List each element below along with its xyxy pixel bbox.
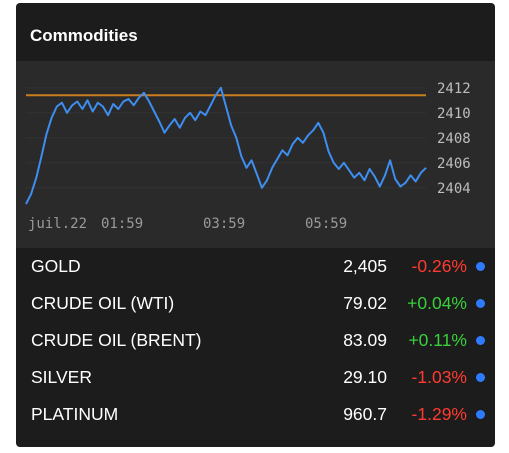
commodity-name: SILVER [31,367,92,387]
commodity-change: -0.26% [411,256,467,276]
commodity-row-crude-oil-brent[interactable]: CRUDE OIL (BRENT) 83.09 +0.11% [16,322,495,359]
x-tick-label: 03:59 [203,216,245,232]
commodity-change: -1.03% [411,367,467,387]
y-tick-label: 2412 [437,81,471,97]
commodity-row-gold[interactable]: GOLD 2,405 -0.26% [16,248,495,285]
y-tick-label: 2404 [437,181,471,197]
widget-title: Commodities [30,26,138,45]
status-dot-icon [476,299,485,308]
commodity-price: 83.09 [343,330,387,350]
commodity-name: CRUDE OIL (BRENT) [31,330,202,350]
commodity-price: 960.7 [343,404,387,424]
commodity-change: +0.11% [408,330,467,350]
commodity-name: GOLD [31,256,81,276]
commodity-price: 2,405 [343,256,387,276]
commodity-price: 29.10 [343,367,387,387]
chart-svg: 2412 2410 2408 2406 2404 juil.22 01:59 03:59 05:… [25,81,471,232]
commodity-change: +0.04% [407,293,467,313]
commodity-row-crude-oil-wti[interactable]: CRUDE OIL (WTI) 79.02 +0.04% [16,285,495,322]
price-series-line [25,86,427,205]
commodity-name: CRUDE OIL (WTI) [31,293,175,313]
y-tick-label: 2408 [437,131,471,147]
x-tick-label: 05:59 [305,216,347,232]
x-tick-label: 01:59 [101,216,143,232]
commodity-name: PLATINUM [31,404,119,424]
status-dot-icon [476,262,485,271]
commodities-widget: Commodities 2412 2410 2408 2406 2404 juil.22 0… [16,3,495,447]
x-tick-label: juil.22 [28,216,87,232]
status-dot-icon [476,336,485,345]
status-dot-icon [476,410,485,419]
commodity-row-platinum[interactable]: PLATINUM 960.7 -1.29% [16,396,495,433]
status-dot-icon [476,373,485,382]
price-chart[interactable]: 2412 2410 2408 2406 2404 juil.22 01:59 03:59 05:… [16,61,495,248]
commodity-change: -1.29% [411,404,467,424]
commodity-list: GOLD 2,405 -0.26% CRUDE OIL (WTI) 79.02 … [16,248,495,433]
y-tick-label: 2406 [437,156,471,172]
commodity-price: 79.02 [343,293,387,313]
commodity-row-silver[interactable]: SILVER 29.10 -1.03% [16,359,495,396]
y-tick-label: 2410 [437,106,471,122]
